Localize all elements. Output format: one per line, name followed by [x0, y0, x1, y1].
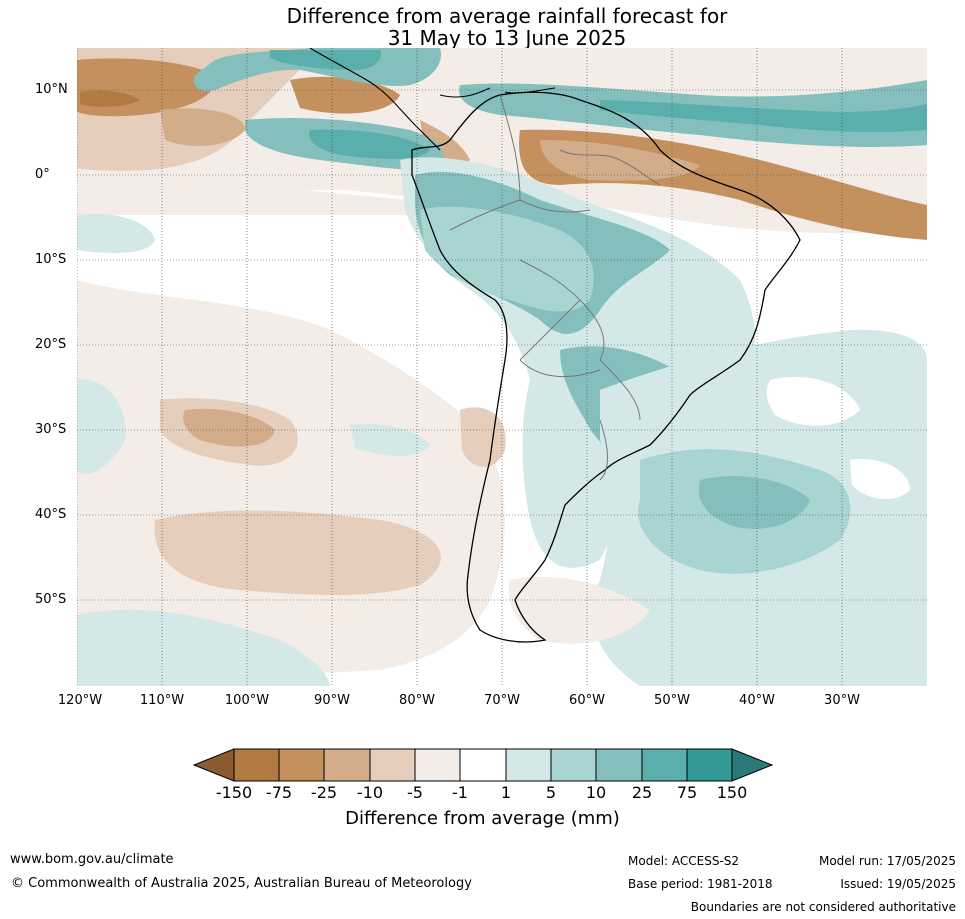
colorbar-cell: [278, 748, 325, 782]
colorbar-cell: [641, 748, 688, 782]
map-title-line-2: 31 May to 13 June 2025: [387, 26, 627, 50]
caribbean-coast: [439, 87, 556, 98]
pacific-light-teal-3: [77, 609, 330, 686]
colorbar-cell: [323, 748, 371, 782]
lon-label-60w: 60°W: [569, 693, 605, 708]
lat-label-0: 0°: [35, 167, 50, 182]
pacific-light-teal-4: [350, 423, 430, 456]
colorbar-tick: -25: [310, 783, 338, 802]
pacific-light-teal-1: [77, 213, 155, 253]
lon-label-90w: 90°W: [314, 693, 350, 708]
lon-label-50w: 50°W: [654, 693, 690, 708]
south-america-coastline: [411, 91, 801, 643]
pacific-brown-patch-4: [460, 407, 506, 467]
north-brown-band-west-low: [160, 108, 245, 146]
north-brown-band-west-dark: [80, 90, 140, 107]
colorbar-tick: 5: [545, 783, 557, 802]
colorbar-cell: [505, 748, 552, 782]
disclaimer-text: Boundaries are not considered authoritat…: [690, 900, 956, 914]
east-teal-band-dark: [600, 100, 927, 133]
colorbar-tick: 10: [585, 783, 607, 802]
colorbar-tick: -150: [215, 783, 253, 802]
copyright-text: © Commonwealth of Australia 2025, Austra…: [11, 876, 472, 891]
lon-label-100w: 100°W: [224, 693, 270, 708]
lon-label-30w: 30°W: [824, 693, 860, 708]
south-atlantic-light-brown: [508, 576, 650, 644]
model-text: Model: ACCESS-S2: [628, 854, 740, 868]
pacific-brown-patch-3: [183, 408, 275, 447]
colorbar-cell: [369, 748, 416, 782]
lat-label-30s: 30°S: [35, 422, 67, 437]
colorbar-tick: 25: [631, 783, 653, 802]
lon-label-120w: 120°W: [57, 693, 103, 708]
colorbar-cell: [414, 748, 461, 782]
map-gridlines: [77, 48, 927, 686]
lat-label-20s: 20°S: [35, 337, 67, 352]
colorbar-extend-high: [731, 748, 774, 782]
lon-label-70w: 70°W: [484, 693, 520, 708]
model-run-text: Model run: 17/05/2025: [818, 854, 956, 868]
central-america-coastline: [309, 48, 441, 151]
north-teal-band-dark: [270, 50, 381, 71]
colorbar-cell: [550, 748, 597, 782]
lon-label-80w: 80°W: [399, 693, 435, 708]
itcz-teal-band-dark: [309, 129, 430, 159]
colorbar-tick: -10: [356, 783, 384, 802]
lat-label-50s: 50°S: [35, 592, 67, 607]
colorbar-cell: [459, 748, 507, 782]
colorbar-tick: 150: [716, 783, 748, 802]
issued-text: Issued: 19/05/2025: [840, 877, 956, 891]
colorbar-extend-low: [192, 748, 235, 782]
atlantic-teal-2: [698, 476, 810, 529]
pacific-brown-patch-2: [154, 510, 441, 595]
lon-label-40w: 40°W: [739, 693, 775, 708]
lat-label-10n: 10°N: [35, 82, 68, 97]
colorbar-tick: -1: [452, 783, 468, 802]
lat-label-40s: 40°S: [35, 507, 67, 522]
colorbar-cell: [233, 748, 280, 782]
colorbar-cell: [595, 748, 643, 782]
colorbar-tick: 1: [500, 783, 512, 802]
website-link[interactable]: www.bom.gov.au/climate: [10, 852, 174, 867]
north-brown-band-mid: [290, 76, 400, 114]
country-borders: [449, 94, 661, 481]
colorbar-tick: 75: [676, 783, 698, 802]
base-period-text: Base period: 1981-2018: [628, 877, 773, 891]
atlantic-white-gap-2: [850, 459, 910, 500]
pacific-light-teal-2: [77, 379, 126, 474]
lat-label-10s: 10°S: [35, 252, 67, 267]
colorbar-tick: -75: [265, 783, 293, 802]
atlantic-white-gap: [766, 376, 860, 426]
colorbar-cell: [686, 748, 733, 782]
amazon-light-teal-2: [420, 206, 594, 312]
map-title-line-1: Difference from average rainfall forecas…: [286, 4, 728, 28]
lon-label-110w: 110°W: [139, 693, 185, 708]
colorbar-tick: -5: [407, 783, 423, 802]
colorbar-label: Difference from average (mm): [345, 808, 620, 829]
